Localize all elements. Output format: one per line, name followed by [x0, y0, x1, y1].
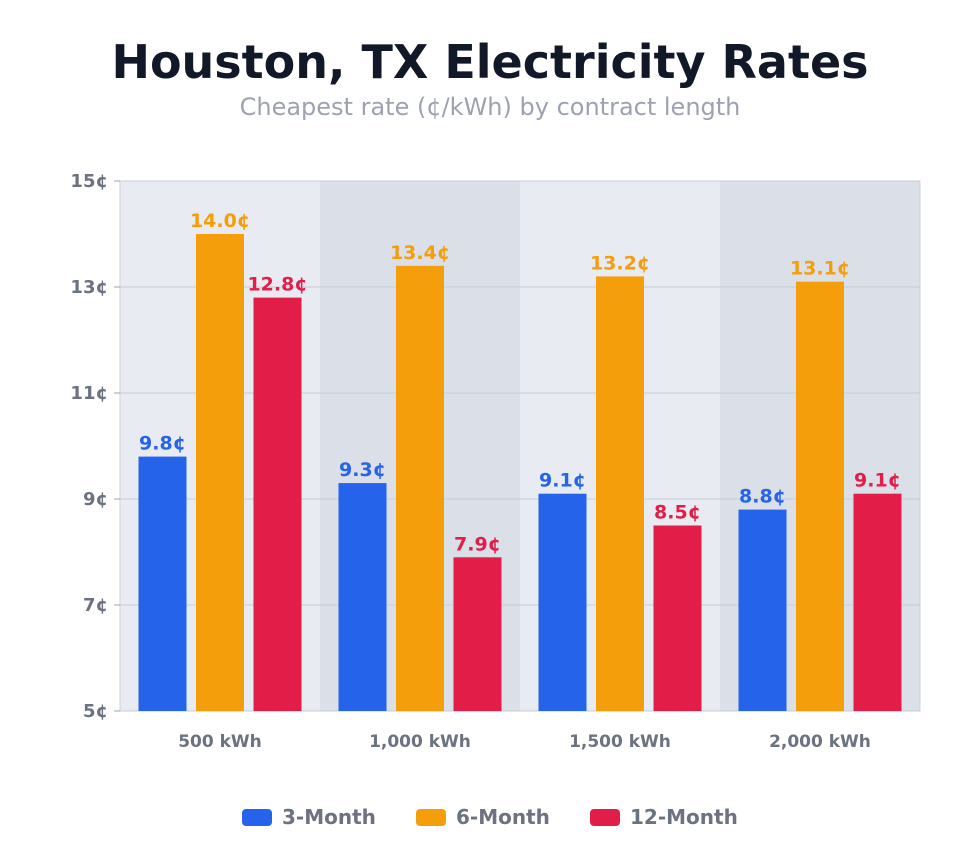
bar	[338, 483, 387, 711]
bar-value-label: 14.0¢	[190, 210, 250, 232]
legend-swatch	[416, 809, 446, 826]
bar-value-label: 8.8¢	[739, 486, 786, 508]
legend-label: 3-Month	[282, 805, 376, 829]
y-tick-label: 15¢	[70, 171, 108, 192]
bar-value-label: 13.4¢	[390, 242, 450, 264]
chart-title: Houston, TX Electricity Rates	[111, 35, 868, 89]
bar	[253, 297, 302, 711]
y-tick-label: 13¢	[70, 277, 108, 298]
x-tick-label: 1,000 kWh	[369, 732, 471, 752]
bar-value-label: 9.8¢	[139, 433, 186, 455]
y-axis: 5¢ 7¢ 9¢ 11¢ 13¢ 15¢	[70, 171, 120, 722]
bar	[396, 265, 444, 711]
y-tick-label: 5¢	[83, 701, 108, 722]
bar-value-label: 9.1¢	[539, 470, 586, 492]
x-tick-label: 2,000 kWh	[769, 732, 871, 752]
bar-value-label: 9.1¢	[854, 470, 901, 492]
legend-label: 12-Month	[630, 805, 738, 829]
bar-value-label: 9.3¢	[339, 459, 386, 481]
x-tick-label: 500 kWh	[178, 732, 262, 752]
bars	[138, 234, 902, 711]
bar-value-label: 13.2¢	[590, 252, 650, 274]
legend: 3-Month 6-Month 12-Month	[242, 805, 738, 829]
x-tick-label: 1,500 kWh	[569, 732, 671, 752]
grid-lines	[120, 180, 920, 712]
bar	[738, 509, 787, 711]
bar-value-label: 12.8¢	[247, 274, 307, 296]
legend-swatch	[590, 809, 620, 826]
bar	[138, 456, 187, 711]
y-tick-label: 7¢	[83, 595, 108, 616]
bar-value-label: 7.9¢	[454, 533, 501, 555]
bar	[796, 281, 844, 711]
chart-subtitle: Cheapest rate (¢/kWh) by contract length	[240, 93, 741, 121]
legend-label: 6-Month	[456, 805, 550, 829]
bar	[453, 557, 502, 711]
x-axis: 500 kWh 1,000 kWh 1,500 kWh 2,000 kWh	[178, 732, 871, 752]
bar	[596, 276, 644, 711]
bar-value-label: 8.5¢	[654, 502, 701, 524]
y-tick-label: 9¢	[83, 489, 108, 510]
bar	[538, 493, 587, 711]
y-tick-label: 11¢	[70, 383, 108, 404]
bar-value-label: 13.1¢	[790, 258, 850, 280]
bar-value-labels: 9.8¢ 14.0¢ 12.8¢ 9.3¢ 13.4¢ 7.9¢ 9.1¢ 13.2¢ 8.5¢…	[139, 210, 901, 555]
bar	[853, 493, 902, 711]
bar	[196, 234, 244, 711]
legend-swatch	[242, 809, 272, 826]
bar	[653, 525, 702, 711]
